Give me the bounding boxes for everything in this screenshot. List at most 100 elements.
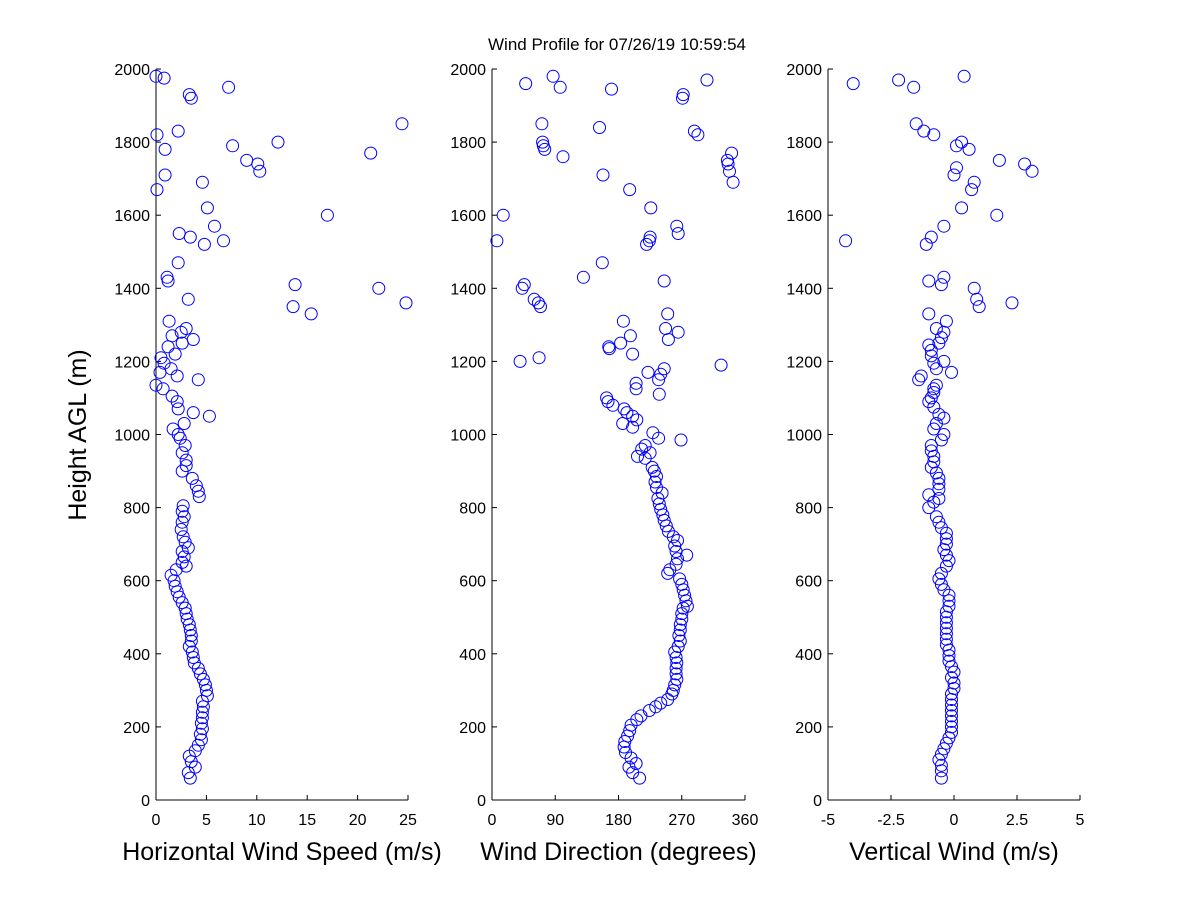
data-point [650,481,663,494]
y-tick-label: 1200 [114,354,150,371]
y-tick-label: 1000 [114,428,150,445]
data-point [622,760,636,774]
data-point [671,534,684,547]
horizontal-wind-speed-panel: 0 200 400 600 800 1000 1200 1400 1600 1800 2000 0 5 1… [114,62,441,866]
data-point [629,382,643,396]
data-point [182,88,196,102]
data-point [942,594,956,608]
data-point [661,307,675,321]
data-point [536,135,550,149]
x-axis-label-speed: Horizontal Wind Speed (m/s) [122,838,442,866]
y-tick-label: 800 [123,501,150,518]
data-point [955,201,969,215]
data-point [942,599,956,613]
data-point [922,274,936,288]
data-point [972,300,986,314]
data-point [222,80,236,94]
data-point [929,378,943,392]
data-point [195,711,209,725]
data-point [535,117,549,131]
data-point [175,545,189,558]
data-point [189,479,203,493]
y-tick-label: 800 [795,501,822,518]
data-point [556,150,570,164]
data-point [304,307,318,321]
data-point [160,270,174,284]
data-point [193,727,207,741]
data-point [364,146,378,160]
y-tick-label: 200 [459,720,486,737]
data-point [186,333,200,346]
data-point [177,417,191,430]
data-point [924,439,938,452]
data-point [605,82,618,96]
data-point [661,524,675,538]
data-point [967,175,981,189]
y-tick-label: 600 [123,574,150,591]
data-point [937,219,951,233]
data-point [673,572,687,586]
data-point [990,208,1004,222]
data-point [669,545,683,558]
data-point [202,409,216,423]
data-point [924,230,938,244]
data-point [531,296,545,310]
data-point [172,227,186,240]
data-point [932,471,946,485]
data-point [955,135,969,149]
data-point [602,340,616,354]
data-point [929,322,943,335]
data-point [173,431,187,445]
data-point [673,634,687,648]
data-point [942,654,956,668]
data-point [179,322,193,335]
data-point [669,651,683,664]
data-point [626,420,640,434]
data-point [945,365,958,379]
y-tick-label: 400 [123,647,150,664]
data-point [927,356,941,370]
data-point [950,161,963,175]
data-point [668,678,682,692]
data-point [184,91,198,105]
figure-title: Wind Profile for 07/26/19 10:59:54 [488,35,746,54]
data-point [179,459,193,473]
data-point [638,439,652,452]
data-point [934,758,948,772]
data-point [181,292,195,306]
data-point [166,422,180,436]
data-point [532,351,546,365]
data-point [177,510,191,524]
data-point [937,270,951,284]
x-tick-label: 25 [399,812,417,829]
data-point [1005,296,1019,310]
data-point [939,627,953,641]
data-point [527,292,541,306]
data-point [623,183,637,197]
data-point [649,700,663,714]
data-point [149,69,163,83]
data-point [657,274,671,288]
data-point [168,347,182,361]
data-point [669,661,683,675]
data-point [616,314,630,328]
data-point [158,168,172,182]
data-point [178,535,192,549]
x-tick-label: 0 [152,812,161,829]
data-point [669,667,683,681]
data-point [629,376,643,390]
data-point [945,720,958,734]
data-point [183,771,197,785]
y-tick-label: 1000 [450,428,486,445]
data-point [240,153,254,167]
data-point [927,386,941,399]
y-tick-label: 200 [123,720,150,737]
data-point [519,77,533,91]
data-point [194,733,208,747]
data-point [932,407,946,421]
data-point [934,577,948,591]
data-point [673,623,687,637]
data-point [195,705,209,719]
data-point [934,771,948,785]
